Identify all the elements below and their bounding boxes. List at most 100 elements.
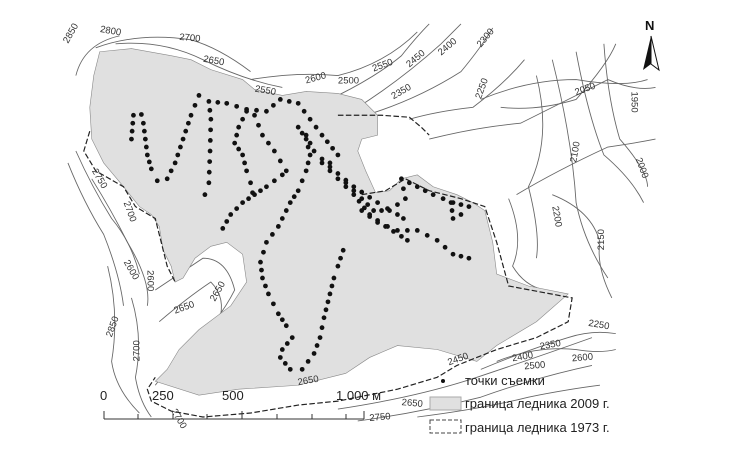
survey-point [129, 128, 135, 134]
survey-point [175, 152, 181, 158]
survey-point [321, 315, 327, 321]
survey-point [263, 283, 268, 289]
survey-point [327, 160, 333, 166]
survey-point [140, 120, 146, 126]
survey-point [236, 124, 242, 130]
contour-line [357, 364, 593, 422]
contour-line [107, 266, 140, 414]
contour-line [337, 23, 430, 96]
north-label: N [645, 18, 654, 33]
survey-point [359, 189, 365, 195]
survey-point [264, 108, 269, 114]
glacier-1973-boundary [83, 114, 573, 418]
survey-point [305, 144, 311, 150]
contour-line [67, 162, 124, 306]
survey-point [299, 178, 305, 184]
survey-point [307, 140, 313, 146]
contour-line [115, 42, 283, 88]
survey-point [450, 251, 456, 257]
contour-line [480, 331, 616, 370]
survey-point [414, 184, 420, 190]
contour-label: 2150 [596, 229, 607, 250]
survey-point [458, 202, 464, 207]
survey-point [375, 200, 380, 206]
contour-line [500, 43, 617, 109]
north-arrow: N [643, 18, 660, 72]
survey-point [319, 160, 325, 166]
survey-point [335, 263, 341, 269]
survey-point [207, 159, 213, 164]
survey-point [395, 228, 400, 233]
contour-lines [67, 23, 656, 422]
contour-label: 1950 [629, 91, 640, 112]
survey-point [289, 335, 295, 340]
survey-point [266, 140, 271, 146]
survey-point [224, 219, 230, 224]
survey-point [270, 231, 275, 237]
legend-gray-fill-icon [429, 396, 462, 411]
survey-point [319, 156, 325, 162]
survey-point [266, 291, 271, 297]
survey-point [335, 152, 341, 158]
survey-point [215, 99, 221, 105]
survey-point [208, 116, 214, 122]
survey-point [401, 186, 406, 192]
contour-line [527, 75, 544, 259]
survey-point [295, 100, 301, 106]
survey-point [261, 249, 266, 255]
survey-point [139, 112, 144, 117]
survey-point [317, 335, 323, 340]
survey-point [329, 283, 335, 289]
survey-point [258, 259, 263, 265]
survey-point [311, 351, 317, 356]
survey-point [307, 152, 313, 158]
survey-point [260, 275, 265, 281]
survey-point [275, 224, 281, 229]
contour-line [496, 348, 616, 362]
survey-point [131, 112, 136, 118]
survey-point [224, 100, 230, 106]
survey-point [458, 253, 464, 259]
contour-label: 2400 [436, 36, 459, 58]
contour-line [131, 297, 152, 418]
survey-point [375, 220, 380, 225]
contour-label: 2650 [208, 280, 228, 304]
survey-point [399, 233, 404, 239]
survey-point [234, 206, 240, 211]
survey-point [422, 188, 428, 194]
contour-label: 2450 [404, 48, 427, 70]
survey-point [330, 145, 335, 151]
contour-label: 2700 [179, 32, 201, 45]
survey-point [146, 159, 152, 165]
survey-point [395, 202, 400, 207]
legend-points-label: точки съемки [465, 373, 545, 388]
survey-point [335, 176, 341, 182]
survey-point [144, 152, 150, 158]
contour-label: 2000 [633, 156, 651, 180]
contour-line [357, 23, 462, 108]
survey-point [299, 366, 305, 372]
survey-point [240, 200, 246, 206]
survey-point [172, 160, 178, 166]
legend: точки съемки граница ледника 2009 г. гра… [429, 373, 610, 435]
survey-point [399, 176, 404, 182]
survey-point [404, 237, 410, 243]
survey-point [458, 212, 464, 217]
contour-label: 2500 [338, 76, 359, 87]
survey-point [242, 160, 247, 166]
survey-point [303, 136, 309, 142]
survey-point [424, 232, 430, 238]
survey-point [371, 208, 377, 213]
survey-point [283, 323, 289, 329]
survey-point [327, 164, 333, 170]
contour-label: 2650 [172, 299, 196, 317]
contour-line [516, 138, 656, 196]
survey-point [450, 216, 456, 221]
survey-point [246, 196, 251, 202]
survey-point [168, 168, 174, 174]
survey-point [379, 208, 384, 213]
scale-tick-500: 500 [222, 388, 244, 403]
survey-point [206, 99, 212, 104]
survey-point [466, 255, 472, 261]
